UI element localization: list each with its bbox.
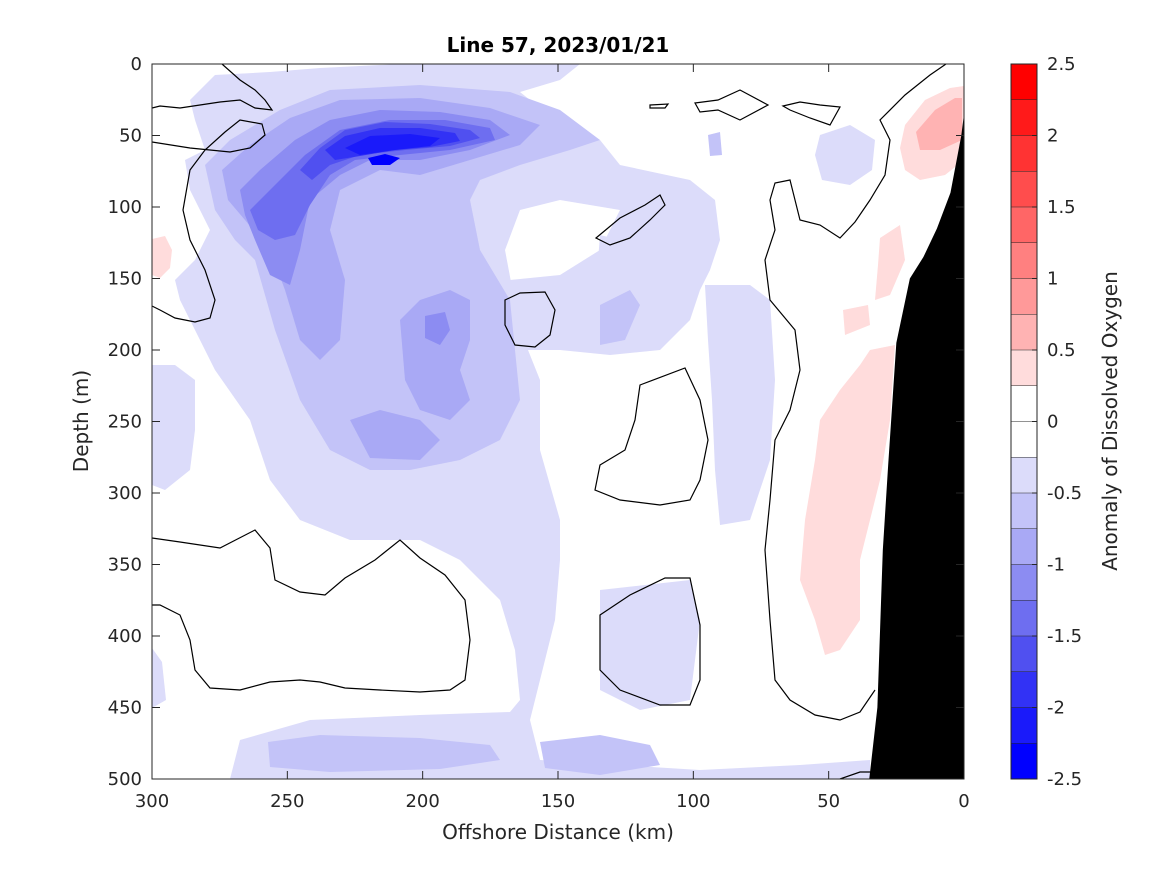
colorbar-swatch [1011,493,1037,529]
zero-contour-4 [694,89,770,121]
colorbar-swatches [1011,64,1037,780]
contour-fill-neg-0-5-mid [600,290,640,345]
contour-fill-neg-0-25-east1 [705,285,775,525]
zero-contour-9 [594,367,709,506]
colorbar-tick-label: 2.5 [1047,54,1076,75]
zero-contour-12 [839,771,875,779]
contour-fill-neg-0-75-c [350,410,440,460]
chart-title: Line 57, 2023/01/21 [447,33,670,57]
zero-contour-3 [649,103,670,109]
colorbar-swatch [1011,314,1037,350]
colorbar-swatch [1011,207,1037,243]
x-tick-label: 300 [135,791,169,812]
x-tick-label: 100 [676,791,710,812]
x-axis-label: Offshore Distance (km) [442,820,674,844]
colorbar-swatch [1011,564,1037,601]
colorbar-tick-label: 2 [1047,126,1058,147]
y-tick-label: 400 [108,626,142,647]
zero-contour-8 [504,291,556,348]
zero-contours [152,64,947,779]
contour-fill-neg-1-25 [250,120,495,240]
x-axis: 300 250 200 150 100 50 0 [135,64,970,812]
zero-contour-5 [781,101,841,126]
contour-fill-neg-0-25-leftlow [152,648,166,708]
contour-fill-neg-0-25-left [152,365,195,490]
y-tick-label: 450 [108,698,142,719]
x-tick-label: 50 [817,791,840,812]
y-tick-label: 0 [131,54,142,75]
x-tick-label: 250 [270,791,304,812]
x-tick-label: 200 [405,791,439,812]
colorbar-swatch [1011,171,1037,207]
colorbar-swatch [1011,743,1037,779]
zero-contour-2 [152,119,266,323]
colorbar-tick-label: 0.5 [1047,340,1076,361]
colorbar-ticks: 2.5 2 1.5 1 0.5 0 -0.5 -1 -1.5 -2 -2.5 [1032,54,1082,790]
contour-fill-neg-1-0-b [425,312,450,345]
contour-fill-neg-0-5-sm [708,132,722,156]
contour-fill-pos-left [152,236,172,278]
y-tick-label: 100 [108,197,142,218]
zero-contour-7 [594,194,666,246]
colorbar-swatch [1011,707,1037,744]
colorbar-tick-label: -0.5 [1047,483,1082,504]
colorbar-swatch [1011,636,1037,672]
contour-fill-neg-2-25 [368,154,400,165]
colorbar-swatch [1011,600,1037,636]
bathymetry-mask [869,114,964,780]
y-axis: 0 50 100 150 200 250 300 350 400 450 500 [108,54,964,790]
colorbar-tick-label: 1 [1047,269,1058,290]
y-tick-label: 500 [108,769,142,790]
y-tick-label: 300 [108,483,142,504]
contour-fill-pos-nearshore-b [916,98,962,150]
colorbar-swatch [1011,457,1037,493]
y-axis-label: Depth (m) [69,370,93,472]
colorbar: 2.5 2 1.5 1 0.5 0 -0.5 -1 -1.5 -2 -2.5 Anomaly of … [1010,54,1122,790]
zero-contour-11 [599,577,701,706]
y-tick-label: 150 [108,269,142,290]
contour-fill-neg-0-25-east3 [815,125,875,185]
colorbar-swatch [1011,278,1037,315]
colorbar-label: Anomaly of Dissolved Oxygen [1098,271,1122,571]
colorbar-swatch [1011,528,1037,565]
zero-contour-10 [152,529,471,693]
zero-contour-6 [764,64,947,721]
contour-fill-pos-nearshore-c [875,225,905,300]
contour-fill-pos-slope-band [800,345,895,655]
colorbar-swatch [1011,135,1037,172]
contour-fill-pos-slope [843,305,870,335]
y-tick-label: 350 [108,555,142,576]
contour-fills [152,64,964,779]
colorbar-swatch [1011,671,1037,708]
colorbar-tick-label: -1.5 [1047,626,1082,647]
colorbar-swatch [1011,385,1037,422]
colorbar-swatch [1011,99,1037,136]
x-tick-label: 150 [541,791,575,812]
colorbar-swatch [1011,64,1037,100]
colorbar-tick-label: -2.5 [1047,769,1082,790]
y-tick-label: 200 [108,340,142,361]
colorbar-tick-label: -2 [1047,698,1065,719]
y-tick-label: 50 [119,126,142,147]
colorbar-swatch [1011,242,1037,279]
contour-fill-neg-0-5-deep2 [540,735,660,775]
colorbar-swatch [1011,350,1037,386]
colorbar-tick-label: 0 [1047,412,1058,433]
contour-fill-neg-0-75-b [400,290,470,420]
colorbar-swatch [1011,421,1037,458]
contour-fill-neg-0-5-deep [268,735,500,772]
contour-fill-neg-0-25-east4 [600,580,700,710]
colorbar-tick-label: 1.5 [1047,197,1076,218]
plot-area: 300 250 200 150 100 50 0 050100150200250300350… [108,54,970,812]
x-tick-label: 0 [958,791,969,812]
zero-contour-1 [152,64,274,111]
contour-fill-neg-2-0 [345,134,440,155]
colorbar-tick-label: -1 [1047,555,1065,576]
y-tick-label: 250 [108,412,142,433]
